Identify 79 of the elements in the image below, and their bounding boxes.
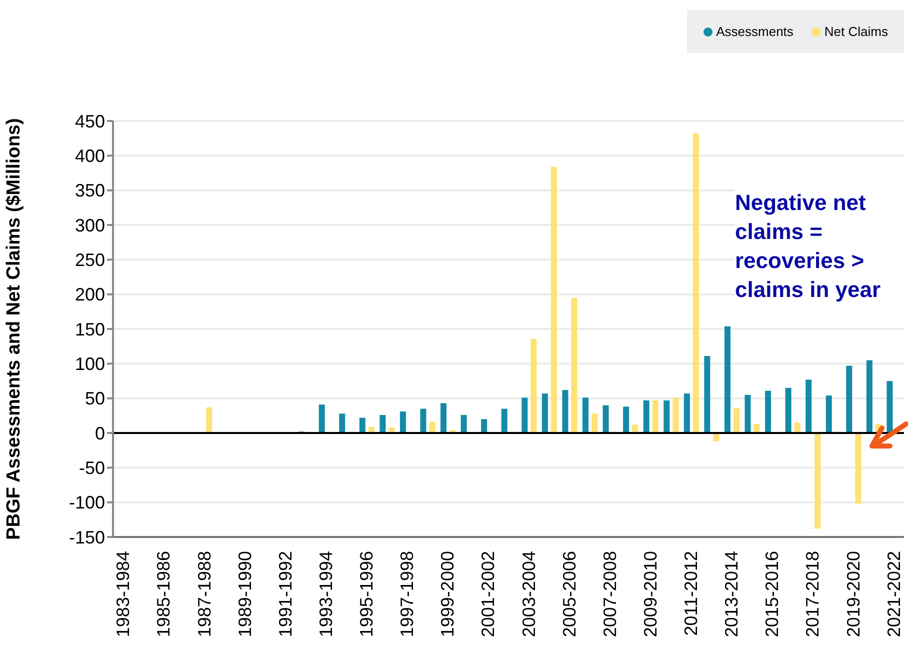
- bar: [582, 398, 588, 433]
- y-tick-label: 150: [74, 319, 105, 340]
- x-tick-label: 1991-1992: [275, 551, 296, 638]
- x-tick-label: 2011-2012: [681, 551, 702, 636]
- x-tick-label: 1985-1986: [154, 551, 174, 638]
- bar: [591, 414, 598, 433]
- bar: [664, 400, 670, 433]
- legend-label: Net Claims: [823, 24, 888, 39]
- bar: [692, 133, 699, 433]
- x-tick-label: 2001-2002: [478, 551, 498, 638]
- bar: [855, 433, 862, 504]
- annotation: Negative net claims = recoveries > claims in year: [735, 188, 905, 304]
- bar: [744, 394, 751, 433]
- x-tick-label: 1997-1998: [397, 551, 418, 638]
- x-tick-label: 1999-2000: [438, 551, 458, 638]
- bar: [429, 422, 436, 433]
- x-tick-label: 2005-2006: [559, 551, 580, 638]
- bar: [339, 414, 346, 433]
- bar: [623, 406, 630, 433]
- x-tick-label: 2017-2018: [802, 551, 823, 638]
- bar: [684, 393, 690, 433]
- x-tick-label: 1987-1988: [194, 551, 214, 638]
- bar: [733, 408, 740, 433]
- x-tick-label: 2013-2014: [722, 551, 742, 638]
- y-tick-label: 100: [74, 354, 105, 374]
- y-tick-label: -100: [68, 492, 105, 513]
- bar: [785, 388, 792, 433]
- bar: [794, 422, 800, 433]
- x-tick-label: 2015-2016: [762, 551, 782, 638]
- bar: [440, 403, 447, 433]
- bar: [400, 412, 406, 433]
- bar: [886, 381, 893, 433]
- bar: [481, 419, 488, 433]
- bar: [806, 380, 812, 433]
- bar: [501, 408, 508, 433]
- y-tick-label: 300: [74, 215, 105, 236]
- y-tick-label: -50: [78, 458, 105, 478]
- bar: [704, 356, 710, 433]
- bar: [724, 326, 730, 433]
- legend-label: Assessments: [715, 24, 794, 39]
- bar: [206, 407, 212, 433]
- x-tick-label: 1989-1990: [234, 551, 255, 638]
- y-tick-label: 250: [74, 250, 105, 270]
- bar: [814, 433, 821, 529]
- y-tick-label: 0: [94, 423, 105, 444]
- bar: [826, 396, 832, 433]
- x-tick-label: 1995-1996: [356, 551, 377, 638]
- y-tick-label: 50: [84, 388, 105, 409]
- x-tick-label: 2021-2022: [884, 551, 904, 638]
- bar: [765, 390, 772, 433]
- bar: [380, 414, 386, 433]
- bar: [420, 408, 426, 433]
- bar: [359, 418, 366, 433]
- bar: [643, 400, 650, 433]
- bar: [530, 338, 537, 433]
- bar: [866, 360, 872, 433]
- bar: [672, 398, 679, 433]
- bar: [318, 404, 325, 433]
- bar: [460, 414, 467, 433]
- y-tick-label: 200: [74, 284, 105, 305]
- x-tick-label: 2009-2010: [640, 551, 660, 638]
- bar: [602, 405, 609, 433]
- bar: [652, 400, 658, 433]
- bar: [846, 366, 852, 433]
- bar: [550, 166, 557, 433]
- bar: [571, 298, 578, 433]
- x-tick-label: 2019-2020: [843, 551, 864, 638]
- bar: [522, 398, 528, 433]
- y-axis-title: PBGF Assessments and Net Claims ($Millions): [4, 118, 25, 540]
- y-tick-label: 450: [74, 111, 105, 132]
- bar: [542, 393, 548, 433]
- x-tick-label: 2007-2008: [600, 551, 620, 638]
- y-tick-label: 350: [74, 180, 105, 201]
- y-tick-label: -150: [68, 527, 105, 548]
- x-tick-label: 1983-1984: [113, 551, 134, 638]
- y-tick-label: 400: [74, 146, 105, 166]
- x-tick-label: 1993-1994: [316, 551, 336, 638]
- x-tick-label: 2003-2004: [518, 551, 539, 638]
- bar: [562, 390, 568, 433]
